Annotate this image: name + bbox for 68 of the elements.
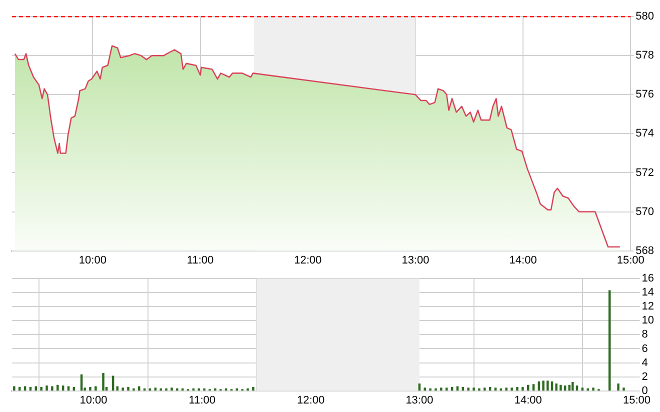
bar [429,388,432,391]
x-tick-label: 15:00 [623,394,651,406]
bar [586,388,589,391]
bar [510,388,513,391]
y-tick-label: 578 [636,50,654,62]
bar [127,386,130,391]
x-tick-label: 11:00 [188,394,216,406]
y-tick-label: 570 [636,206,654,218]
bar [546,380,549,391]
bar [572,382,574,391]
y-tick-label: 576 [636,88,654,101]
bar [246,388,249,391]
y-tick-label: 572 [636,166,654,179]
bar [160,388,162,391]
y-tick-label: 568 [636,244,654,257]
bar [440,388,442,391]
bar [102,372,104,391]
y-tick-label: 10 [642,314,654,327]
bar [505,388,508,391]
bar [203,388,206,391]
bar [467,388,470,391]
bar [132,388,135,391]
bar [617,383,620,391]
bar [46,386,48,391]
bar [542,380,544,391]
y-tick-label: 6 [642,342,648,355]
bar [138,386,140,391]
bar [51,386,54,391]
y-tick-label: 574 [636,128,654,140]
x-tick-label: 12:00 [294,254,322,266]
bar [622,388,625,391]
bar [560,384,562,391]
x-tick-label: 14:00 [514,394,542,406]
y-tick-label: 14 [642,286,654,299]
bar [484,388,486,391]
y-tick-label: 8 [642,328,648,341]
bar [522,386,524,391]
x-tick-label: 11:00 [186,254,214,266]
y-tick-label: 4 [642,356,648,369]
y-tick-label: 16 [642,272,654,285]
x-tick-label: 13:00 [402,254,430,266]
bar [56,384,59,391]
x-tick-label: 10:00 [80,394,108,406]
bar [89,386,92,391]
bar [555,383,558,391]
x-tick-label: 10:00 [78,254,106,266]
bar [472,388,475,391]
bar [434,388,437,391]
bar [592,388,594,391]
bar [40,386,42,391]
y-tick-label: 2 [642,370,648,383]
bar [94,386,97,391]
y-tick-label: 12 [642,300,654,313]
bar [176,388,178,391]
x-tick-label: 13:00 [406,394,434,406]
y-tick-label: 0 [642,384,648,397]
x-tick-label: 12:00 [297,394,325,406]
bar [516,386,518,391]
bar [170,388,173,391]
y-tick-label: 580 [636,10,654,23]
bar [13,386,16,391]
bar [165,388,168,391]
x-tick-label: 15:00 [616,254,644,266]
bar [252,386,254,391]
x-tick-label: 14:00 [509,254,537,266]
bar [122,388,124,391]
bar [214,388,216,391]
bar [478,388,480,391]
